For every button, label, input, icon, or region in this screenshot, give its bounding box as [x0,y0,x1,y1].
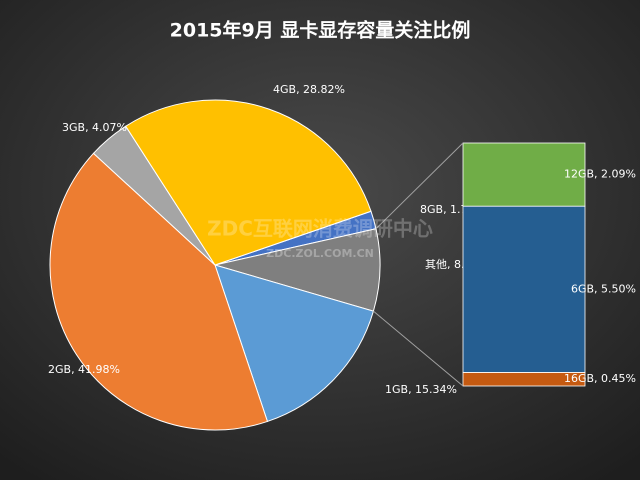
pie-slice [49,152,269,431]
data-label: 16GB, 0.45% [564,372,636,385]
connector [373,310,464,387]
plot: 8GB, 1.75%其他, 8.04%1GB, 15.34%2GB, 41.98… [48,83,636,431]
pie-slice [125,99,372,266]
chart-title: 2015年9月 显卡显存容量关注比例 [170,19,471,42]
watermark: ZDC互联网消费调研中心 [207,217,433,241]
data-label: 3GB, 4.07% [62,121,127,134]
bar-segment [462,142,586,207]
data-label: 2GB, 41.98% [48,363,120,376]
data-label: 4GB, 28.82% [273,83,345,96]
bar-segment [462,205,586,373]
connector [375,142,464,230]
data-label: 12GB, 2.09% [564,168,636,181]
data-label: 6GB, 5.50% [571,282,636,295]
data-label: 1GB, 15.34% [385,383,457,396]
watermark-url: ZDC.ZOL.COM.CN [266,247,374,260]
